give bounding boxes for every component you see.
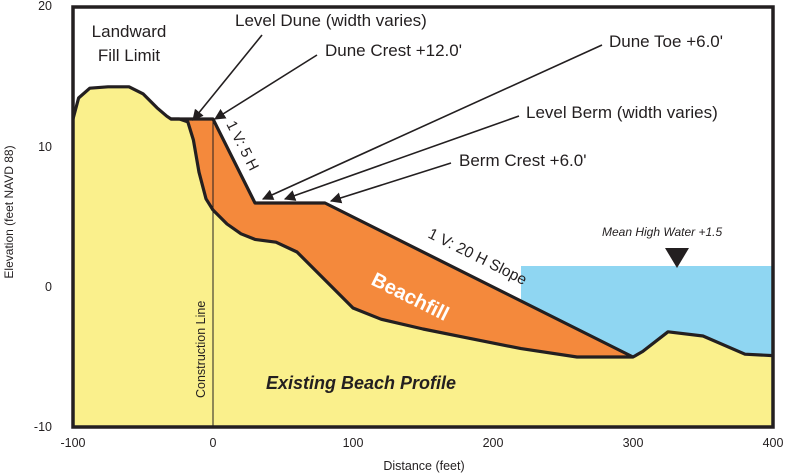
x-tick-label: 400 xyxy=(763,436,784,450)
x-tick-label: 100 xyxy=(343,436,364,450)
x-tick-label: -100 xyxy=(60,436,85,450)
plot-frame xyxy=(71,5,775,429)
y-tick-label: 10 xyxy=(38,140,52,154)
x-tick-labels: -100 0 100 200 300 400 xyxy=(60,436,783,450)
y-tick-label: 0 xyxy=(45,280,52,294)
y-axis-title: Elevation (feet NAVD 88) xyxy=(2,145,16,278)
x-tick-label: 200 xyxy=(483,436,504,450)
y-tick-label: 20 xyxy=(38,0,52,13)
level-berm-arrow xyxy=(283,115,520,201)
level-dune-label: Level Dune (width varies) xyxy=(235,11,427,30)
construction-line-label: Construction Line xyxy=(194,301,208,398)
leader-arrows xyxy=(192,34,603,204)
berm-crest-label: Berm Crest +6.0' xyxy=(459,151,586,170)
mean-high-water-marker xyxy=(665,248,689,268)
level-berm-label: Level Berm (width varies) xyxy=(526,103,718,122)
landward-fill-limit-label-line2: Fill Limit xyxy=(98,46,161,65)
existing-beach-fill xyxy=(73,86,773,428)
x-tick-label: 300 xyxy=(623,436,644,450)
mean-high-water-label: Mean High Water +1.5 xyxy=(602,225,723,239)
existing-beach-profile-label: Existing Beach Profile xyxy=(266,373,456,393)
level-dune-arrow xyxy=(192,34,263,121)
dune-crest-label: Dune Crest +12.0' xyxy=(325,41,462,60)
dune-crest-arrow xyxy=(214,54,318,120)
x-tick-label: 0 xyxy=(210,436,217,450)
x-axis-title: Distance (feet) xyxy=(383,459,464,473)
dune-toe-label: Dune Toe +6.0' xyxy=(609,32,723,51)
dune-toe-arrow xyxy=(261,44,603,200)
landward-fill-limit-label-line1: Landward xyxy=(92,22,167,41)
berm-crest-arrow xyxy=(329,162,452,204)
design-profile-line xyxy=(171,117,634,359)
y-tick-label: -10 xyxy=(34,420,52,434)
existing-profile-line xyxy=(71,85,774,359)
y-tick-labels: 20 10 0 -10 xyxy=(34,0,52,434)
